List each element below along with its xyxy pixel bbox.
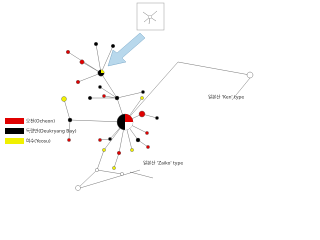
legend: 오천(Ocheon) 득량만(Deukryang Bay) 여수(Yeosu) (5, 118, 77, 145)
haplotype-network: 일본산 'Ken' type 일본산 'Zaiko' type 오천(Ocheo… (5, 2, 254, 191)
inset (136, 2, 165, 31)
legend-label: 여수(Yeosu) (26, 138, 51, 145)
legend-label: 득량만(Deukryang Bay) (26, 128, 77, 135)
zaiko-label: 일본산 'Zaiko' type (143, 160, 183, 167)
legend-swatch (5, 118, 24, 124)
ken-label: 일본산 'Ken' type (208, 94, 244, 101)
legend-label: 오천(Ocheon) (26, 118, 55, 125)
legend-swatch (5, 128, 24, 134)
nodes (61, 42, 254, 191)
arrow (107, 32, 146, 67)
legend-swatch (5, 138, 24, 144)
